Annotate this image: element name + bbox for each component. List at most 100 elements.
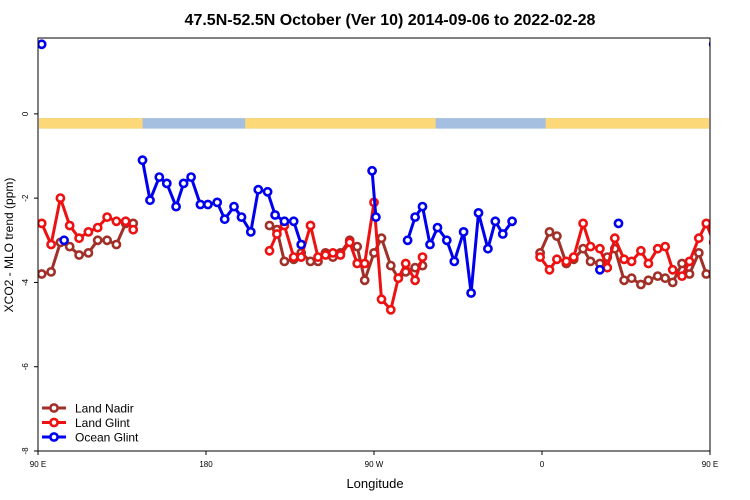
data-point bbox=[38, 39, 47, 50]
data-point bbox=[425, 239, 435, 250]
data-point bbox=[296, 252, 307, 262]
legend-item: Ocean Glint bbox=[42, 431, 139, 445]
data-point bbox=[660, 273, 671, 284]
data-point bbox=[652, 243, 663, 254]
x-tick-label: 90 W bbox=[365, 460, 384, 469]
data-point bbox=[145, 195, 155, 206]
legend-swatch-point bbox=[49, 417, 59, 428]
data-point bbox=[271, 229, 282, 239]
x-tick-label: 90 E bbox=[30, 460, 46, 469]
data-point bbox=[660, 241, 671, 252]
data-point bbox=[417, 252, 428, 262]
data-point bbox=[626, 273, 637, 284]
data-point bbox=[195, 199, 206, 210]
data-point bbox=[111, 216, 122, 227]
data-point bbox=[402, 235, 413, 246]
data-point bbox=[693, 247, 704, 258]
data-point bbox=[643, 275, 654, 286]
data-point bbox=[585, 241, 596, 252]
data-point bbox=[736, 237, 743, 244]
data-point bbox=[552, 231, 562, 241]
data-point bbox=[367, 165, 377, 176]
data-point bbox=[708, 239, 710, 246]
data-point bbox=[288, 216, 299, 227]
data-point bbox=[236, 212, 247, 222]
data-point bbox=[137, 155, 148, 166]
data-point bbox=[335, 250, 346, 260]
y-axis-label: XCO2 - MLO trend (ppm) bbox=[2, 178, 16, 313]
data-point bbox=[449, 256, 460, 267]
data-point bbox=[458, 226, 469, 237]
legend-swatch-point bbox=[49, 432, 59, 442]
data-point bbox=[279, 216, 290, 227]
data-point bbox=[92, 235, 103, 246]
data-point bbox=[613, 218, 624, 229]
data-point bbox=[344, 237, 355, 248]
data-point bbox=[229, 201, 239, 212]
data-point bbox=[727, 239, 734, 246]
data-point bbox=[400, 258, 411, 269]
data-point bbox=[441, 235, 452, 246]
data-point bbox=[693, 233, 704, 244]
data-point bbox=[352, 241, 363, 252]
data-point bbox=[417, 201, 428, 212]
data-point bbox=[161, 178, 172, 189]
data-point bbox=[288, 252, 299, 262]
data-point bbox=[677, 258, 687, 269]
data-point bbox=[552, 254, 562, 265]
data-point bbox=[410, 212, 420, 222]
y-tick-label: -6 bbox=[21, 363, 30, 371]
data-point bbox=[171, 201, 181, 212]
series-land-glint bbox=[38, 193, 749, 315]
data-point bbox=[727, 220, 734, 227]
data-point bbox=[154, 172, 165, 182]
data-point bbox=[359, 258, 370, 269]
data-point bbox=[92, 222, 103, 233]
x-tick-label: 0 bbox=[540, 460, 545, 469]
data-point bbox=[585, 256, 596, 267]
data-point bbox=[544, 264, 555, 275]
data-point bbox=[568, 252, 579, 262]
data-point bbox=[245, 226, 256, 237]
data-point bbox=[305, 256, 316, 267]
data-point bbox=[327, 247, 338, 258]
data-point bbox=[708, 270, 710, 278]
data-point bbox=[186, 172, 196, 182]
data-point bbox=[74, 233, 84, 244]
data-point bbox=[83, 247, 94, 258]
data-point bbox=[667, 277, 678, 288]
data-point bbox=[120, 216, 131, 227]
data-point bbox=[595, 264, 605, 275]
y-axis: 0 -2 -4 -6 -8 bbox=[21, 111, 38, 455]
data-point bbox=[264, 245, 275, 256]
data-point bbox=[102, 212, 112, 222]
data-point bbox=[652, 271, 663, 281]
data-point bbox=[410, 275, 420, 286]
data-point bbox=[111, 239, 122, 250]
data-point bbox=[178, 178, 189, 189]
y-tick-label: 0 bbox=[21, 111, 30, 116]
land-segment bbox=[245, 118, 436, 129]
chart-title: 47.5N-52.5N October (Ver 10) 2014-09-06 … bbox=[185, 12, 596, 29]
data-point bbox=[701, 218, 710, 229]
data-point bbox=[38, 218, 47, 229]
data-point bbox=[742, 228, 749, 235]
data-point bbox=[376, 294, 387, 305]
series-layer bbox=[38, 39, 749, 315]
data-point bbox=[544, 226, 555, 237]
data-point bbox=[376, 233, 387, 244]
data-point bbox=[128, 224, 139, 235]
y-tick-label: -4 bbox=[21, 278, 30, 286]
data-point bbox=[102, 235, 112, 246]
data-point bbox=[46, 239, 56, 250]
data-point bbox=[270, 210, 280, 220]
x-axis: 90 E 180 90 W 0 90 E bbox=[30, 451, 718, 469]
data-point bbox=[619, 254, 629, 265]
data-point bbox=[432, 222, 443, 233]
data-point bbox=[482, 243, 493, 254]
land-segment bbox=[39, 118, 143, 129]
data-point bbox=[609, 233, 620, 244]
land-ocean-bar bbox=[39, 118, 709, 129]
data-point bbox=[742, 249, 749, 256]
